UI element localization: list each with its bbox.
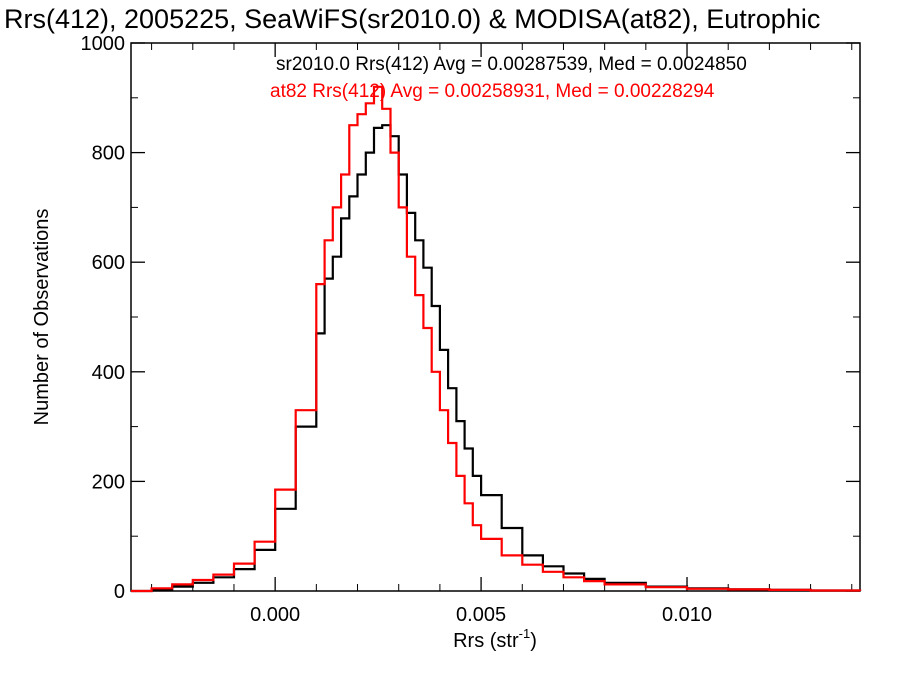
chart-title: Rrs(412), 2005225, SeaWiFS(sr2010.0) & M… xyxy=(4,4,820,34)
y-tick-label: 600 xyxy=(92,252,125,274)
x-tick-label: 0.000 xyxy=(250,604,300,626)
y-tick-label: 1000 xyxy=(81,33,126,55)
series-sr2010-line xyxy=(131,124,862,593)
plot-frame xyxy=(130,42,861,592)
axis-ticks xyxy=(131,42,860,592)
plot-area xyxy=(130,42,862,593)
y-tick-label: 400 xyxy=(92,362,125,384)
series-layer xyxy=(131,85,862,593)
x-axis-label-superscript: -1 xyxy=(519,626,531,641)
x-axis-label-close: ) xyxy=(530,630,537,652)
y-tick-label: 800 xyxy=(92,143,125,165)
legend-entry-at82: at82 Rrs(412) Avg = 0.00258931, Med = 0.… xyxy=(270,81,715,102)
y-axis-label: Number of Observations xyxy=(31,209,53,426)
y-tick-labels: 0 200 400 600 800 1000 xyxy=(81,33,126,603)
legend-entry-sr2010: sr2010.0 Rrs(412) Avg = 0.00287539, Med … xyxy=(276,54,747,75)
x-axis-label-text: Rrs (str xyxy=(453,630,519,652)
x-tick-labels: 0.000 0.005 0.010 xyxy=(250,604,712,626)
y-tick-label: 0 xyxy=(114,581,125,603)
x-axis-label: Rrs (str-1) xyxy=(453,626,537,652)
x-tick-label: 0.005 xyxy=(456,604,506,626)
x-tick-label: 0.010 xyxy=(662,604,712,626)
y-tick-label: 200 xyxy=(92,471,125,493)
series-at82-line xyxy=(131,85,862,593)
